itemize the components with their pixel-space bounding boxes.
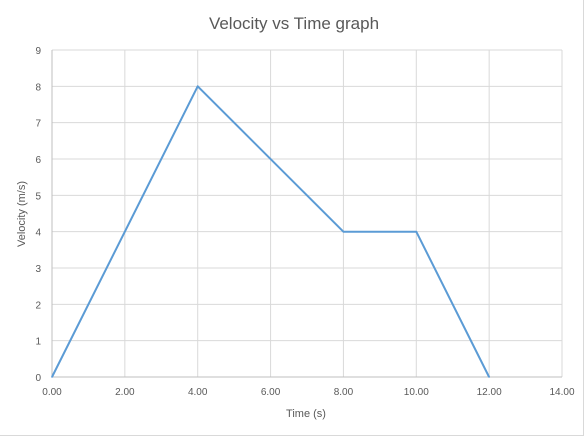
grid-layer — [51, 49, 563, 378]
y-tick-label: 0 — [35, 373, 41, 384]
x-tick-label: 2.00 — [115, 387, 135, 398]
y-tick-label: 7 — [35, 119, 41, 130]
y-axis-label: Velocity (m/s) — [16, 181, 28, 247]
x-tick-label: 6.00 — [261, 387, 281, 398]
x-tick-label: 14.00 — [549, 387, 574, 398]
y-tick-label: 3 — [35, 264, 41, 275]
x-tick-label: 10.00 — [404, 387, 429, 398]
series-layer — [51, 85, 490, 378]
x-axis-label: Time (s) — [286, 408, 326, 420]
y-tick-label: 4 — [35, 228, 41, 239]
y-tick-label: 2 — [35, 300, 41, 311]
data-point — [415, 230, 418, 233]
data-point — [342, 230, 345, 233]
chart-title: Velocity vs Time graph — [209, 14, 379, 33]
y-tick-labels: 0 1 2 3 4 5 6 7 8 9 — [35, 46, 41, 384]
y-tick-label: 9 — [35, 46, 41, 57]
x-tick-labels: 0.00 2.00 4.00 6.00 8.00 10.00 12.00 14.00 — [42, 387, 575, 398]
data-point — [51, 376, 53, 378]
x-tick-label: 4.00 — [188, 387, 208, 398]
data-point — [488, 376, 490, 378]
x-tick-label: 8.00 — [334, 387, 354, 398]
y-tick-label: 5 — [35, 191, 41, 202]
y-tick-label: 8 — [35, 82, 41, 93]
x-tick-label: 0.00 — [42, 387, 62, 398]
data-point — [196, 85, 199, 88]
y-tick-label: 6 — [35, 155, 41, 166]
x-tick-label: 12.00 — [477, 387, 502, 398]
y-tick-label: 1 — [35, 337, 41, 348]
